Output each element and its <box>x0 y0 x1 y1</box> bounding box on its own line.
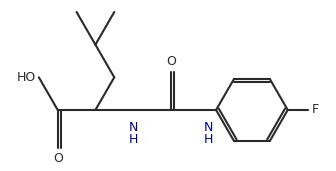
Text: N: N <box>128 121 138 134</box>
Text: O: O <box>53 152 62 165</box>
Text: H: H <box>204 133 213 146</box>
Text: F: F <box>312 103 319 116</box>
Text: HO: HO <box>16 71 36 84</box>
Text: N: N <box>204 121 213 134</box>
Text: O: O <box>166 56 176 69</box>
Text: H: H <box>128 133 138 146</box>
